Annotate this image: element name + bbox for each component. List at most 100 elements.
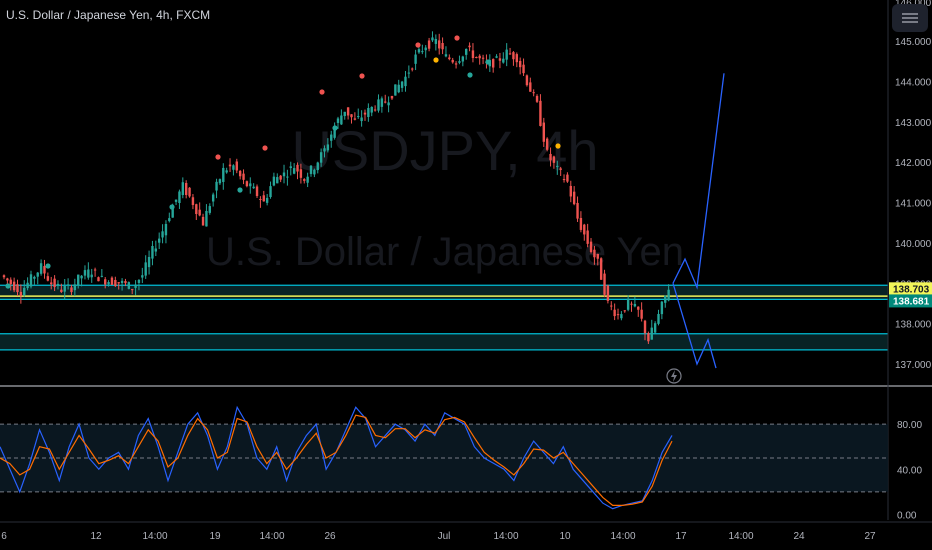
candle-body	[360, 117, 363, 122]
candle-body	[262, 195, 265, 202]
stoch-d-line	[0, 414, 673, 506]
candle-body	[319, 152, 323, 163]
menu-button[interactable]	[892, 4, 928, 32]
candle-body	[144, 262, 147, 276]
candle-body	[255, 186, 259, 196]
candle-body	[529, 82, 532, 92]
candle-body	[323, 148, 326, 152]
time-tick-label: 26	[324, 531, 336, 542]
candle-body	[427, 40, 431, 49]
candle-body	[16, 284, 19, 293]
time-tick-label: 17	[675, 531, 687, 542]
candle-body	[505, 49, 508, 60]
time-tick-label: 14:00	[259, 531, 284, 542]
candle-body	[201, 216, 205, 226]
candle-body	[481, 57, 485, 59]
candle-body	[33, 276, 36, 279]
candle-body	[434, 38, 438, 44]
signal-dot	[262, 145, 268, 151]
candle-body	[276, 177, 279, 184]
candle-body	[566, 174, 569, 182]
candle-body	[610, 305, 613, 307]
candle-body	[363, 112, 367, 115]
price-badge-upper-text: 138.703	[893, 284, 930, 295]
candle-body	[502, 58, 505, 63]
candle-body	[238, 170, 242, 177]
candle-body	[232, 165, 235, 170]
candle-body	[664, 295, 667, 303]
candle-body	[623, 310, 626, 312]
candle-body	[424, 47, 427, 51]
candle-body	[77, 274, 80, 286]
candle-body	[603, 273, 606, 295]
candle-body	[373, 109, 377, 111]
candle-body	[164, 224, 168, 236]
candle-body	[330, 134, 333, 141]
candle-body	[66, 284, 70, 286]
candle-body	[313, 169, 316, 175]
candle-body	[525, 75, 529, 86]
candle-body	[110, 277, 114, 285]
candle-body	[154, 248, 158, 252]
candle-body	[556, 165, 559, 168]
candle-body	[137, 280, 141, 283]
price-tick-label: 141.000	[895, 199, 932, 210]
candle-body	[107, 282, 110, 285]
projection-path-up	[672, 73, 725, 290]
candle-body	[87, 269, 90, 278]
stoch-tick-label: 80.00	[897, 420, 922, 431]
candle-body	[60, 289, 63, 292]
candle-body	[475, 57, 478, 59]
candle-body	[660, 301, 664, 315]
time-tick-label: 6	[1, 531, 7, 542]
menu-icon-line	[902, 13, 918, 15]
candle-body	[222, 167, 225, 182]
candle-body	[508, 53, 512, 55]
candle-body	[6, 278, 9, 281]
candle-body	[282, 172, 286, 177]
candle-body	[215, 181, 218, 191]
candle-body	[205, 210, 208, 227]
signal-dot	[467, 72, 473, 78]
candle-body	[157, 238, 161, 243]
candle-body	[586, 230, 589, 244]
candle-body	[36, 272, 39, 277]
candle-body	[583, 224, 586, 235]
candle-body	[444, 54, 448, 57]
time-tick-label: 14:00	[142, 531, 167, 542]
candle-body	[522, 64, 525, 74]
candle-body	[218, 179, 222, 184]
candle-body	[657, 313, 660, 324]
time-tick-label: 14:00	[728, 531, 753, 542]
candle-body	[29, 274, 33, 287]
candle-body	[350, 114, 353, 118]
candle-body	[404, 76, 407, 87]
candle-body	[562, 179, 566, 181]
candle-body	[414, 54, 417, 64]
candle-body	[97, 277, 100, 282]
candle-body	[292, 168, 296, 174]
stoch-tick-label: 40.00	[897, 465, 922, 476]
signal-dot	[555, 143, 561, 149]
signal-dot	[5, 283, 11, 289]
candle-body	[147, 256, 151, 268]
candle-body	[104, 279, 107, 285]
candle-body	[593, 249, 596, 258]
time-tick-label: 14:00	[493, 531, 518, 542]
candle-body	[572, 191, 576, 205]
time-tick-label: 19	[209, 531, 221, 542]
candle-body	[228, 164, 232, 167]
time-tick-label: 27	[864, 531, 876, 542]
support-zone	[0, 333, 888, 350]
candle-body	[43, 266, 46, 274]
candle-body	[532, 92, 535, 94]
candle-body	[12, 281, 16, 291]
candle-body	[491, 59, 495, 68]
candle-body	[569, 185, 572, 197]
candle-body	[211, 194, 215, 202]
candle-body	[384, 101, 387, 103]
candle-body	[23, 287, 26, 296]
candle-body	[56, 283, 60, 286]
